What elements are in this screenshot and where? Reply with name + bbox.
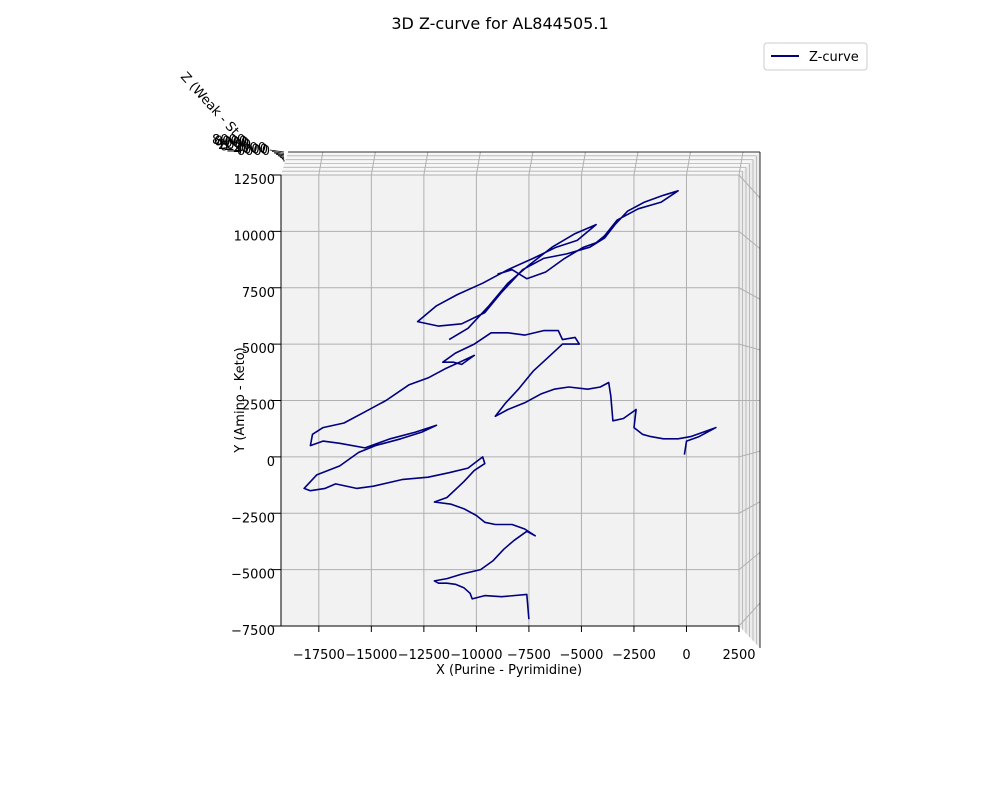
x-tick-label: 0 — [682, 648, 690, 663]
x-axis-label: X (Purine - Pyrimidine) — [436, 663, 582, 678]
x-tick-label: −12500 — [398, 648, 450, 663]
legend-label: Z-curve — [809, 50, 859, 65]
y-tick-label: 12500 — [234, 173, 275, 188]
z-tick-label: 4000 — [216, 136, 249, 151]
x-tick-label: −5000 — [559, 648, 603, 663]
z-tick-label: 8000 — [212, 133, 245, 148]
y-axis-label: Y (Amino - Keto) — [233, 347, 248, 453]
y-tick-label: 10000 — [234, 229, 275, 244]
y-tick-label: 5000 — [242, 342, 275, 357]
chart-title: 3D Z-curve for AL844505.1 — [391, 14, 608, 33]
y-tick-label: 0 — [267, 455, 275, 470]
z-tick-mark — [279, 156, 285, 160]
legend-box — [763, 42, 868, 71]
y-tick-label: −2500 — [231, 511, 275, 526]
y-axis-ticks: −7500 −5000 −2500 0 2500 5000 7500 10000 12500 — [231, 173, 281, 639]
y-tick-label: −7500 — [231, 624, 275, 639]
series-lines — [303, 190, 717, 620]
z-tick-label: 0 — [220, 139, 228, 154]
legend: Z-curve — [763, 42, 868, 71]
y-tick-label: 7500 — [242, 286, 275, 301]
z-tick-mark — [273, 152, 285, 156]
z-tick-mark — [269, 149, 285, 153]
z-tick-label: 2000 — [218, 138, 251, 153]
y-tick-label: 2500 — [242, 399, 275, 414]
z-tick-mark — [277, 155, 285, 158]
z-axis-label: Z (Weak - St — [177, 70, 242, 139]
z-tick-label: −2000 — [222, 141, 266, 156]
x-tick-label: −2500 — [612, 648, 656, 663]
x-tick-label: −17500 — [293, 648, 345, 663]
x-tick-label: 2500 — [722, 648, 755, 663]
x-tick-label: −15000 — [345, 648, 397, 663]
z-tick-label: −4000 — [224, 143, 268, 158]
z-tick-label: 6000 — [214, 135, 247, 150]
x-axis-ticks: −17500 −15000 −12500 −10000 −7500 −5000 −2500 0… — [293, 626, 756, 663]
z-tick-label: −6000 — [226, 144, 270, 159]
z-curve-series-line — [303, 329, 717, 620]
x-tick-label: −7500 — [507, 648, 551, 663]
y-tick-label: −5000 — [231, 568, 275, 583]
z-tick-mark — [271, 151, 285, 154]
z-curve-series-line — [416, 190, 679, 341]
x-tick-label: −10000 — [450, 648, 502, 663]
z-tick-mark — [275, 153, 285, 157]
